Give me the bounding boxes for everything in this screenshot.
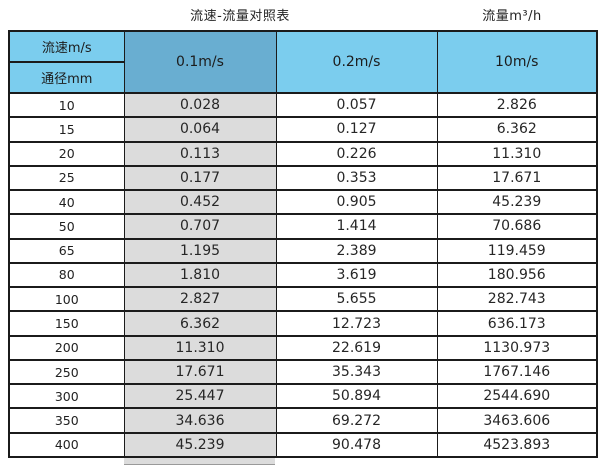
flow-cell-0-2ms: 1.414 — [275, 213, 438, 240]
table-header: 流速m/s 0.1m/s 0.2m/s 10m/s 通径mm — [8, 30, 598, 94]
diameter-cell: 50 — [8, 213, 125, 240]
highlight-column-overhang — [124, 458, 275, 465]
header-row-bottom: 通径mm — [8, 61, 597, 94]
flow-cell-0-1ms: 11.310 — [123, 334, 277, 361]
flow-cell-0-2ms: 5.655 — [275, 286, 438, 312]
table-row: 200 11.310 22.619 1130.973 — [8, 334, 598, 361]
table-row: 25 0.177 0.353 17.671 — [8, 164, 598, 191]
table-body: 10 0.028 0.057 2.826 15 0.064 0.127 6.36… — [8, 91, 598, 458]
flow-cell-0-2ms: 0.353 — [275, 164, 438, 191]
flow-cell-0-1ms: 17.671 — [123, 358, 277, 385]
table-row: 15 0.064 0.127 6.362 — [8, 116, 598, 143]
flow-cell-0-2ms: 22.619 — [275, 334, 438, 361]
flow-cell-0-1ms: 45.239 — [123, 431, 277, 458]
diameter-cell: 150 — [8, 310, 125, 337]
flow-cell-10ms: 119.459 — [436, 237, 598, 264]
diameter-cell: 100 — [8, 286, 125, 312]
diameter-cell: 400 — [8, 431, 125, 458]
flow-cell-10ms: 1767.146 — [436, 358, 598, 385]
header-col-0-2ms: 0.2m/s — [275, 30, 438, 94]
flow-cell-10ms: 4523.893 — [436, 431, 598, 458]
header-col-0-1ms: 0.1m/s — [123, 30, 277, 94]
diameter-cell: 300 — [8, 383, 125, 409]
table-row: 80 1.810 3.619 180.956 — [8, 261, 598, 288]
table-row: 50 0.707 1.414 70.686 — [8, 213, 598, 240]
flow-cell-0-2ms: 3.619 — [275, 261, 438, 288]
flow-cell-10ms: 636.173 — [436, 310, 598, 337]
table-row: 250 17.671 35.343 1767.146 — [8, 358, 598, 385]
diameter-cell: 40 — [8, 189, 125, 215]
flow-cell-0-2ms: 2.389 — [275, 237, 438, 264]
flow-cell-10ms: 3463.606 — [436, 407, 598, 434]
flow-cell-0-2ms: 12.723 — [275, 310, 438, 337]
flow-cell-0-2ms: 0.057 — [275, 91, 438, 118]
flow-cell-0-2ms: 90.478 — [275, 431, 438, 458]
flow-cell-0-1ms: 0.452 — [123, 189, 277, 215]
diameter-cell: 250 — [8, 358, 125, 385]
table-row: 150 6.362 12.723 636.173 — [8, 310, 598, 337]
flow-cell-0-2ms: 69.272 — [275, 407, 438, 434]
flow-cell-10ms: 6.362 — [436, 116, 598, 143]
velocity-flow-table: 流速m/s 0.1m/s 0.2m/s 10m/s 通径mm 10 0.028 … — [8, 30, 598, 458]
header-row-top: 流速m/s 0.1m/s 0.2m/s 10m/s — [8, 30, 598, 94]
flow-cell-0-2ms: 0.127 — [275, 116, 438, 143]
flow-cell-0-1ms: 0.113 — [123, 140, 277, 167]
flow-unit-label: 流量m³/h — [482, 9, 542, 24]
flow-cell-10ms: 180.956 — [436, 261, 598, 288]
flow-cell-0-1ms: 0.177 — [123, 164, 277, 191]
flow-cell-10ms: 2.826 — [436, 91, 598, 118]
flow-cell-0-1ms: 0.707 — [123, 213, 277, 240]
flow-cell-0-1ms: 2.827 — [123, 286, 277, 312]
diameter-cell: 15 — [8, 116, 125, 143]
flow-cell-10ms: 2544.690 — [436, 383, 598, 409]
table-row: 300 25.447 50.894 2544.690 — [8, 383, 598, 409]
diameter-cell: 25 — [8, 164, 125, 191]
diameter-cell: 80 — [8, 261, 125, 288]
diameter-cell: 65 — [8, 237, 125, 264]
flow-cell-10ms: 11.310 — [436, 140, 598, 167]
flow-cell-0-1ms: 1.195 — [123, 237, 277, 264]
table-row: 350 34.636 69.272 3463.606 — [8, 407, 598, 434]
table-row: 10 0.028 0.057 2.826 — [8, 91, 598, 118]
flow-cell-0-1ms: 6.362 — [123, 310, 277, 337]
flow-cell-10ms: 45.239 — [436, 189, 598, 215]
header-velocity-label: 流速m/s — [8, 30, 125, 63]
header-diameter-label: 通径mm — [8, 61, 125, 94]
flow-cell-0-1ms: 0.064 — [123, 116, 277, 143]
diameter-cell: 200 — [8, 334, 125, 361]
flow-cell-10ms: 17.671 — [436, 164, 598, 191]
table-row: 40 0.452 0.905 45.239 — [8, 189, 598, 215]
flow-cell-0-2ms: 50.894 — [275, 383, 438, 409]
flow-cell-0-2ms: 0.226 — [275, 140, 438, 167]
flow-cell-0-1ms: 0.028 — [123, 91, 277, 118]
flow-cell-0-1ms: 25.447 — [123, 383, 277, 409]
flow-cell-0-1ms: 34.636 — [123, 407, 277, 434]
table-title: 流速-流量对照表 — [190, 9, 290, 24]
flow-cell-10ms: 282.743 — [436, 286, 598, 312]
flow-cell-10ms: 70.686 — [436, 213, 598, 240]
table-row: 100 2.827 5.655 282.743 — [8, 286, 598, 312]
header-col-10ms: 10m/s — [436, 30, 598, 94]
diameter-cell: 350 — [8, 407, 125, 434]
flow-cell-0-2ms: 0.905 — [275, 189, 438, 215]
table-row: 20 0.113 0.226 11.310 — [8, 140, 598, 167]
flow-cell-0-2ms: 35.343 — [275, 358, 438, 385]
table-row: 400 45.239 90.478 4523.893 — [8, 431, 598, 458]
table-row: 65 1.195 2.389 119.459 — [8, 237, 598, 264]
flow-cell-10ms: 1130.973 — [436, 334, 598, 361]
diameter-cell: 10 — [8, 91, 125, 118]
flow-cell-0-1ms: 1.810 — [123, 261, 277, 288]
diameter-cell: 20 — [8, 140, 125, 167]
